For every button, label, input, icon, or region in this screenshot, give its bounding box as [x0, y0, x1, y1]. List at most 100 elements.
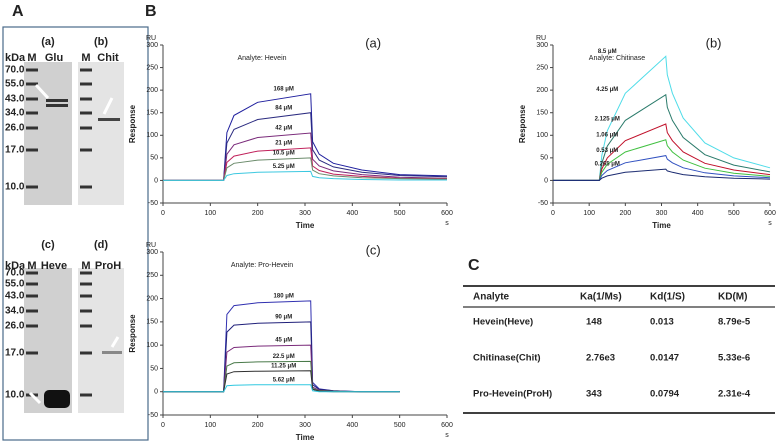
series-label: 8.5 μM — [598, 49, 617, 55]
table-cell: 2.76e3 — [586, 353, 615, 364]
panel-label: B — [145, 3, 157, 20]
x-tick-label: 600 — [764, 210, 776, 217]
marker-band — [26, 185, 38, 189]
series-label: 5.25 μM — [273, 164, 295, 170]
y-tick-label: 100 — [146, 342, 158, 349]
kda-label: kDa — [5, 52, 26, 64]
marker-label: 10.0 — [5, 390, 25, 401]
y-tick-label: -50 — [538, 200, 548, 207]
table-cell: Hevein(Heve) — [473, 317, 533, 328]
table-cell: Pro-Hevein(ProH) — [473, 389, 552, 400]
y-tick-label: 200 — [146, 295, 158, 302]
table-cell: 0.0147 — [650, 353, 679, 364]
table-cell: 8.79e-5 — [718, 317, 751, 328]
marker-band — [26, 126, 38, 130]
x-tick-label: 500 — [394, 422, 406, 429]
series-label: 21 μM — [275, 141, 292, 147]
series-label: 0.265 μM — [595, 162, 620, 168]
marker-band — [26, 68, 38, 72]
table-cell: 0.0794 — [650, 389, 680, 400]
series-label: 42 μM — [275, 126, 292, 132]
series-label: 90 μM — [275, 314, 292, 320]
y-unit: RU — [146, 242, 156, 249]
x-tick-label: 0 — [161, 422, 165, 429]
table-header: Analyte — [473, 292, 510, 303]
gel-tag: (a) — [41, 36, 55, 48]
marker-label: 34.0 — [5, 306, 25, 317]
y-tick-label: 300 — [146, 249, 158, 256]
chart-title: Analyte: Chitinase — [589, 55, 646, 62]
lane-label: M — [27, 52, 36, 64]
x-tick-label: 100 — [204, 210, 216, 217]
series-label: 4.25 μM — [596, 87, 618, 93]
x-tick-label: 500 — [394, 210, 406, 217]
lane-label: M — [81, 52, 90, 64]
gel-tag: (b) — [94, 36, 108, 48]
sample-band — [102, 351, 122, 354]
x-unit: s — [768, 220, 772, 227]
x-tick-label: 300 — [299, 422, 311, 429]
y-tick-label: -50 — [148, 412, 158, 419]
x-tick-label: 400 — [346, 210, 358, 217]
y-tick-label: 0 — [544, 177, 548, 184]
x-tick-label: 500 — [728, 210, 740, 217]
y-unit: RU — [536, 35, 546, 42]
marker-band — [26, 97, 38, 101]
y-tick-label: -50 — [148, 200, 158, 207]
sensorgram-line — [553, 93, 771, 181]
series-label: 45 μM — [275, 338, 292, 344]
x-tick-label: 600 — [441, 422, 453, 429]
panel-tag: (c) — [366, 242, 381, 257]
series-label: 5.62 μM — [273, 377, 295, 383]
sensorgram-line — [163, 132, 448, 181]
gel-image — [24, 62, 72, 205]
x-axis-label: Time — [296, 433, 315, 442]
marker-band — [26, 309, 38, 313]
sensorgram-line — [553, 155, 771, 181]
sensorgram-line — [553, 123, 771, 181]
marker-label: 17.0 — [5, 145, 25, 156]
marker-label: 55.0 — [5, 79, 25, 90]
chart-title: Analyte: Pro-Hevein — [231, 262, 293, 269]
marker-label: 26.0 — [5, 321, 25, 332]
marker-label: 70.0 — [5, 65, 25, 76]
gel-image — [24, 268, 72, 413]
y-tick-label: 250 — [146, 272, 158, 279]
series-label: 84 μM — [275, 105, 292, 111]
x-unit: s — [445, 220, 449, 227]
x-tick-label: 100 — [583, 210, 595, 217]
panel-tag: (b) — [706, 35, 722, 50]
series-label: 168 μM — [274, 86, 294, 92]
y-tick-label: 100 — [536, 132, 548, 139]
marker-band — [26, 148, 38, 152]
arrow — [28, 391, 42, 405]
table-cell: 2.31e-4 — [718, 389, 751, 400]
y-tick-label: 150 — [146, 110, 158, 117]
x-tick-label: 600 — [441, 210, 453, 217]
marker-band — [80, 97, 92, 101]
sensorgram-line — [553, 168, 771, 181]
x-tick-label: 300 — [299, 210, 311, 217]
series-label: 0.53 μM — [596, 148, 618, 154]
sample-band — [46, 104, 68, 107]
marker-band — [80, 282, 92, 286]
sensorgram-line — [163, 93, 448, 181]
y-tick-label: 150 — [536, 110, 548, 117]
marker-band — [80, 111, 92, 115]
x-tick-label: 200 — [252, 422, 264, 429]
series-label: 22.5 μM — [273, 354, 295, 360]
kda-label: kDa — [5, 260, 26, 272]
table-header: Ka(1/Ms) — [580, 292, 622, 303]
series-label: 2.125 μM — [595, 117, 620, 123]
gel-tag: (c) — [41, 239, 55, 251]
table-cell: Chitinase(Chit) — [473, 353, 541, 364]
sensorgram-line — [163, 112, 448, 181]
x-axis-label: Time — [652, 221, 671, 230]
panel-a-frame — [2, 26, 149, 441]
x-tick-label: 200 — [252, 210, 264, 217]
x-tick-label: 0 — [551, 210, 555, 217]
marker-label: 70.0 — [5, 268, 25, 279]
marker-band — [80, 271, 92, 275]
marker-label: 17.0 — [5, 348, 25, 359]
